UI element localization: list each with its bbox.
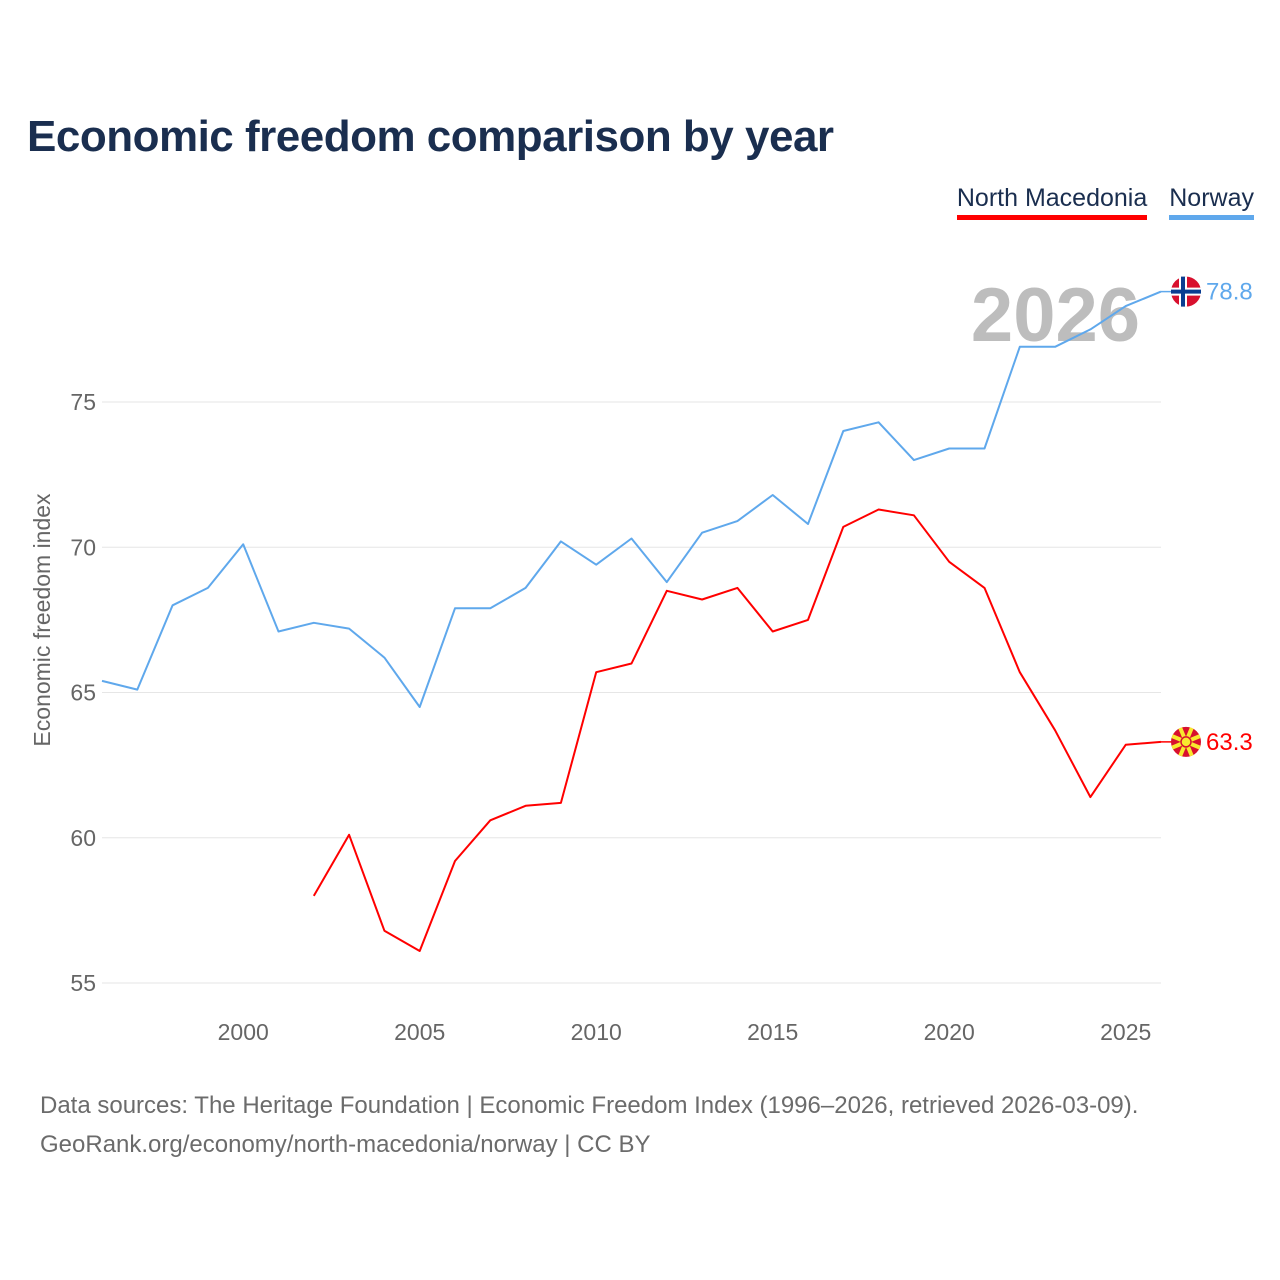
flag-cross [1181, 276, 1185, 307]
legend: North Macedonia Norway [956, 184, 1254, 220]
series-line-north-macedonia [312, 508, 1162, 952]
end-value-label: 78.8 [1206, 279, 1253, 306]
legend-norway[interactable]: Norway [1169, 184, 1254, 220]
x-tick-label: 2020 [924, 1019, 975, 1045]
y-tick-label: 65 [70, 680, 96, 706]
flag-cross [1171, 289, 1201, 294]
legend-north-macedonia[interactable]: North Macedonia [956, 184, 1148, 220]
y-tick-label: 55 [70, 970, 96, 996]
y-tick-label: 60 [70, 825, 96, 851]
year-watermark: 2026 [971, 273, 1140, 358]
x-tick-label: 2000 [218, 1019, 269, 1045]
end-value-label: 63.3 [1206, 729, 1253, 756]
attribution-text: GeoRank.org/economy/north-macedonia/norw… [40, 1131, 651, 1158]
x-tick-label: 2005 [394, 1019, 445, 1045]
y-axis-label: Economic freedom index [29, 493, 55, 747]
x-tick-label: 2015 [747, 1019, 798, 1045]
y-tick-label: 75 [70, 389, 96, 415]
x-tick-label: 2025 [1100, 1019, 1151, 1045]
source-text: Data sources: The Heritage Foundation | … [40, 1092, 1139, 1119]
chart-title: Economic freedom comparison by year [27, 112, 834, 161]
flag-sun [1180, 736, 1192, 748]
x-tick-label: 2010 [571, 1019, 622, 1045]
footer: Data sources: The Heritage Foundation | … [40, 1086, 1138, 1164]
series-line-norway [101, 290, 1162, 708]
y-tick-label: 70 [70, 534, 96, 560]
